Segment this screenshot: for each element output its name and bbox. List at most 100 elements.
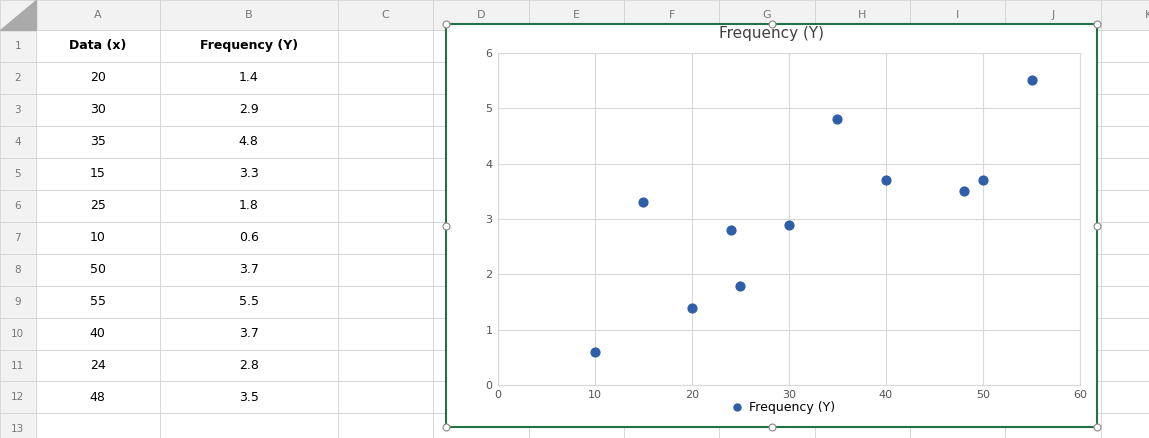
Text: Frequency (Y): Frequency (Y) — [719, 26, 824, 42]
Text: 10: 10 — [90, 231, 106, 244]
Bar — [160, 30, 338, 62]
Bar — [719, 158, 815, 190]
Bar — [529, 190, 624, 222]
Bar — [1101, 30, 1149, 62]
Frequency (Y) — [585, 349, 604, 356]
Bar — [0, 0, 36, 30]
Text: 5.5: 5.5 — [239, 295, 259, 308]
Bar — [433, 94, 529, 126]
Bar — [0, 62, 36, 94]
Bar — [910, 62, 1005, 94]
Text: 5: 5 — [15, 169, 21, 179]
Bar — [815, 318, 910, 350]
Bar — [1005, 0, 1101, 30]
Bar — [719, 30, 815, 62]
Bar — [624, 286, 719, 318]
Bar — [433, 190, 529, 222]
Bar — [815, 381, 910, 413]
Bar — [719, 62, 815, 94]
Bar — [910, 381, 1005, 413]
Bar — [433, 318, 529, 350]
Bar — [160, 126, 338, 158]
Text: 10: 10 — [11, 328, 24, 339]
Bar — [338, 62, 433, 94]
Bar — [1101, 0, 1149, 30]
Text: 40: 40 — [90, 327, 106, 340]
Text: H: H — [858, 10, 866, 20]
Bar — [36, 222, 160, 254]
Bar — [160, 0, 338, 30]
Bar — [36, 126, 160, 158]
Bar — [1005, 381, 1101, 413]
Bar — [0, 30, 36, 62]
Bar — [1005, 190, 1101, 222]
Bar — [433, 0, 529, 30]
Bar — [338, 158, 433, 190]
Text: 12: 12 — [11, 392, 24, 403]
Bar — [719, 94, 815, 126]
Bar — [36, 350, 160, 381]
Bar — [1005, 62, 1101, 94]
Bar — [624, 413, 719, 438]
Text: 15: 15 — [90, 167, 106, 180]
Bar — [910, 318, 1005, 350]
Bar — [910, 413, 1005, 438]
Text: 3: 3 — [15, 105, 21, 115]
Bar — [815, 126, 910, 158]
Bar — [160, 222, 338, 254]
Bar — [624, 62, 719, 94]
Frequency (Y) — [731, 282, 749, 289]
Text: Frequency (Y): Frequency (Y) — [200, 39, 298, 52]
Bar — [1101, 286, 1149, 318]
Bar — [529, 126, 624, 158]
Text: C: C — [381, 10, 390, 20]
Bar — [0, 254, 36, 286]
Text: 3.7: 3.7 — [239, 263, 259, 276]
Bar — [0, 413, 36, 438]
Bar — [910, 350, 1005, 381]
Text: 2: 2 — [15, 73, 21, 83]
Bar — [0, 286, 36, 318]
Bar — [160, 318, 338, 350]
Text: Data (x): Data (x) — [69, 39, 126, 52]
Bar — [0, 190, 36, 222]
Text: 2.8: 2.8 — [239, 359, 259, 372]
Bar — [624, 254, 719, 286]
Bar — [529, 254, 624, 286]
Bar — [624, 94, 719, 126]
Bar — [910, 94, 1005, 126]
Bar — [338, 350, 433, 381]
Bar — [338, 381, 433, 413]
Frequency (Y) — [955, 188, 973, 195]
Bar — [1101, 62, 1149, 94]
Text: 30: 30 — [90, 103, 106, 116]
Bar — [719, 413, 815, 438]
Bar — [1101, 318, 1149, 350]
Text: B: B — [245, 10, 253, 20]
Bar — [529, 0, 624, 30]
Text: 48: 48 — [90, 391, 106, 404]
Text: 11: 11 — [11, 360, 24, 371]
Bar — [338, 126, 433, 158]
Bar — [719, 381, 815, 413]
Bar — [433, 30, 529, 62]
Text: 25: 25 — [90, 199, 106, 212]
Bar — [446, 24, 1097, 427]
Text: 6: 6 — [15, 201, 21, 211]
Bar — [815, 190, 910, 222]
Bar — [529, 30, 624, 62]
Bar — [1005, 222, 1101, 254]
Bar — [910, 190, 1005, 222]
Bar — [815, 350, 910, 381]
Bar — [338, 94, 433, 126]
Bar — [36, 190, 160, 222]
Bar — [1101, 350, 1149, 381]
Bar — [36, 30, 160, 62]
Bar — [36, 318, 160, 350]
Bar — [815, 286, 910, 318]
Bar — [433, 286, 529, 318]
Bar — [529, 62, 624, 94]
Bar — [529, 413, 624, 438]
Bar — [815, 62, 910, 94]
Bar — [624, 0, 719, 30]
